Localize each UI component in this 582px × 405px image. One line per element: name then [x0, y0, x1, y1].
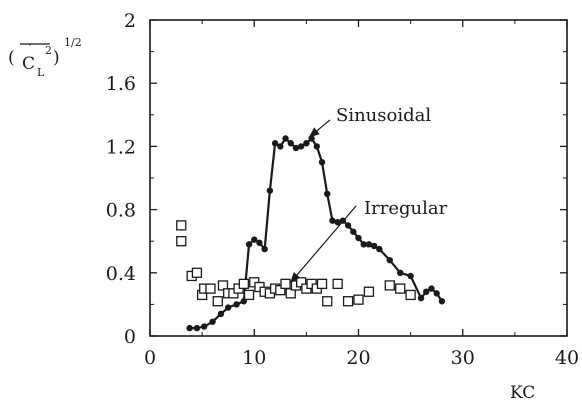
- x-tick-label: 0: [144, 347, 156, 369]
- sinusoidal-point: [386, 256, 393, 264]
- sinusoidal-point: [376, 245, 383, 253]
- series-lines: [189, 137, 443, 330]
- y-axis-ticks: 0 0.4 0.8 1.2 1.6 2: [106, 10, 567, 348]
- sinusoidal-point: [297, 143, 305, 150]
- irregular-point: [332, 278, 343, 290]
- y-tick-label: 0.4: [106, 263, 136, 285]
- sinusoidal-point: [334, 219, 341, 226]
- sinusoidal-point: [407, 272, 414, 280]
- irregular-point: [363, 286, 375, 297]
- irregular-point: [191, 267, 203, 278]
- sinusoidal-point: [428, 285, 435, 292]
- sinusoidal-annotation-arrow: [308, 119, 331, 138]
- irregular-point: [285, 288, 296, 299]
- y-tick-label: 2: [124, 10, 136, 32]
- sinusoidal-point: [355, 234, 362, 242]
- sinusoidal-point: [292, 144, 300, 152]
- sinusoidal-point: [360, 241, 367, 248]
- sinusoidal-point: [313, 143, 320, 150]
- irregular-point: [212, 296, 223, 307]
- sinusoidal-point: [266, 187, 274, 194]
- sinusoidal-point: [365, 241, 373, 248]
- series-markers: [176, 135, 446, 332]
- irregular-point: [322, 296, 333, 307]
- irregular-point: [217, 280, 229, 291]
- sinusoidal-point: [329, 217, 336, 224]
- irregular-point: [316, 278, 328, 290]
- y-label-rparen: ): [53, 48, 60, 68]
- irregular-point: [205, 283, 216, 294]
- sinusoidal-point: [318, 159, 326, 166]
- irregular-point: [405, 289, 416, 301]
- y-label-c: C: [22, 54, 35, 74]
- sinusoidal-point: [233, 301, 240, 308]
- irregular-point: [353, 294, 364, 305]
- sinusoidal-point: [217, 310, 225, 318]
- sinusoidal-point: [224, 304, 232, 311]
- sinusoidal-point: [370, 242, 378, 250]
- sinusoidal-point: [423, 288, 430, 295]
- irregular-annotation-arrow: [290, 205, 357, 284]
- x-tick-label: 10: [242, 347, 266, 369]
- irregular-point: [280, 278, 291, 290]
- y-label-lparen: (: [8, 48, 15, 68]
- x-axis-ticks: 0 10 20 30 40: [144, 20, 579, 369]
- sinusoidal-point: [344, 222, 352, 229]
- sinusoidal-point: [303, 140, 310, 147]
- y-tick-label: 1.6: [106, 73, 136, 95]
- x-tick-label: 30: [451, 347, 475, 369]
- y-label-exponent: 1/2: [64, 36, 82, 49]
- sinusoidal-point: [201, 323, 208, 330]
- sinusoidal-point: [417, 294, 425, 302]
- sinusoidal-point: [251, 236, 258, 243]
- sinusoidal-line: [189, 137, 443, 330]
- y-tick-label: 0: [124, 326, 136, 348]
- irregular-point: [176, 220, 187, 231]
- sinusoidal-point: [261, 245, 268, 253]
- y-label-sup: 2: [45, 44, 52, 57]
- sinusoidal-point: [438, 298, 446, 305]
- sinusoidal-point: [350, 228, 357, 235]
- irregular-point: [275, 285, 286, 296]
- sinusoidal-point: [433, 290, 440, 297]
- sinusoidal-point: [256, 239, 263, 246]
- sinusoidal-point: [277, 143, 284, 150]
- y-label-sub: L: [37, 66, 45, 79]
- irregular-annotation-label: Irregular: [364, 198, 448, 219]
- sinusoidal-point: [282, 135, 289, 142]
- y-axis-label: ( C ′ L 2 ) 1/2: [8, 36, 82, 79]
- sinusoidal-point: [193, 324, 201, 332]
- irregular-point: [238, 278, 249, 290]
- sinusoidal-point: [245, 241, 253, 248]
- x-axis-label: KC: [510, 383, 535, 403]
- sinusoidal-point: [308, 135, 315, 142]
- sinusoidal-point: [324, 190, 331, 197]
- sinusoidal-point: [287, 140, 294, 147]
- sinusoidal-annotation-label: Sinusoidal: [336, 105, 431, 126]
- irregular-point: [342, 296, 354, 307]
- y-tick-label: 1.2: [106, 136, 136, 158]
- sinusoidal-point: [397, 269, 404, 276]
- x-tick-label: 40: [555, 347, 579, 369]
- x-tick-label: 20: [346, 347, 370, 369]
- sinusoidal-point: [271, 140, 279, 147]
- sinusoidal-point: [186, 324, 193, 332]
- irregular-point: [384, 280, 395, 291]
- y-label-prime: ′: [29, 42, 32, 55]
- irregular-point: [176, 236, 187, 247]
- irregular-point: [395, 283, 406, 294]
- irregular-point: [243, 289, 255, 301]
- y-tick-label: 0.8: [106, 200, 136, 222]
- sinusoidal-point: [209, 318, 216, 325]
- annotations: Sinusoidal Irregular: [290, 105, 448, 284]
